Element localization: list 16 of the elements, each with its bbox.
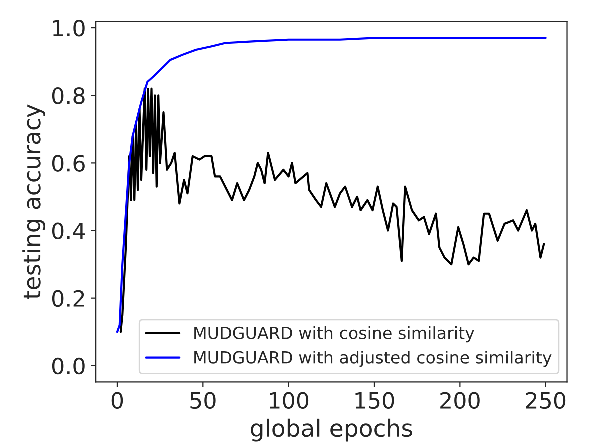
y-tick-label: 0.2 — [52, 290, 84, 308]
x-tick-label: 100 — [270, 392, 309, 410]
x-axis-title: global epochs — [251, 418, 412, 442]
legend-label: MUDGUARD with cosine similarity — [194, 326, 474, 343]
legend-label: MUDGUARD with adjusted cosine similarity — [194, 351, 552, 368]
x-tick-label: 150 — [356, 392, 394, 410]
x-tick-label: 200 — [440, 392, 480, 410]
y-tick-label: 1.0 — [53, 20, 85, 37]
y-tick-label: 0.6 — [52, 155, 85, 172]
x-tick-label: 0 — [112, 392, 124, 410]
y-tick-label: 0.4 — [52, 222, 86, 240]
y-tick-label: 0.8 — [52, 88, 85, 104]
x-tick-label: 250 — [526, 392, 566, 410]
y-axis-title: testing accuracy — [22, 104, 46, 300]
y-tick-label: 0.0 — [52, 358, 85, 375]
x-tick-label: 50 — [190, 392, 216, 410]
